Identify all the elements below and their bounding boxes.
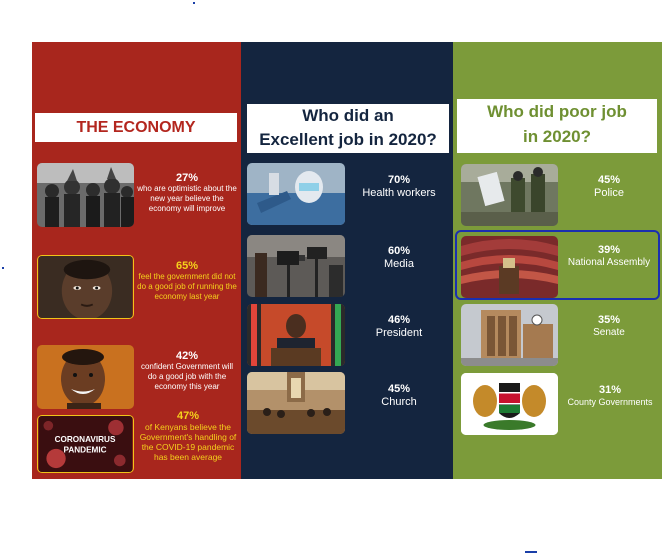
stray-dot-top <box>193 2 195 4</box>
economy-stat-1: 27% who are optimistic about the new yea… <box>137 172 237 213</box>
economy-stat-2: 65% feel the government did not do a goo… <box>137 260 237 301</box>
stray-dash-bottom <box>525 551 537 553</box>
coronavirus-photo: CORONAVIRUS PANDEMIC <box>37 415 134 473</box>
poor-stat-3: 35% Senate <box>593 314 625 338</box>
poor-panel: Who did poor job in 2020? 45% Police 39%… <box>453 42 662 479</box>
poor-stat-1: 45% Police <box>594 174 624 199</box>
child-photo <box>37 255 134 319</box>
poor-stat-2: 39% National Assembly <box>567 244 651 268</box>
economy-stat-4: 47% of Kenyans believe the Government's … <box>139 410 237 462</box>
national-assembly-highlight <box>455 230 660 300</box>
excellent-stat-1: 70% Health workers <box>362 174 436 199</box>
president-photo <box>247 304 345 366</box>
excellent-panel: Who did an Excellent job in 2020? 70% He… <box>241 42 453 479</box>
church-photo <box>247 372 345 434</box>
excellent-stat-4: 45% Church <box>381 383 417 408</box>
stray-dot-left <box>2 267 4 269</box>
excellent-header: Who did an Excellent job in 2020? <box>247 104 449 153</box>
coat-of-arms-photo <box>461 373 558 435</box>
poor-stat-4: 31% County Governments <box>567 384 653 407</box>
economy-panel: THE ECONOMY 27% who are optimistic about… <box>32 42 241 479</box>
health-worker-photo <box>247 163 345 225</box>
parliament-photo <box>461 304 558 366</box>
poor-header: Who did poor job in 2020? <box>457 99 657 153</box>
economy-header: THE ECONOMY <box>35 113 237 142</box>
smiling-man-photo <box>37 345 134 409</box>
crowd-photo <box>37 163 134 227</box>
police-photo <box>461 164 558 226</box>
excellent-stat-2: 60% Media <box>384 245 414 270</box>
media-photo <box>247 235 345 297</box>
pandemic-label: PANDEMIC <box>63 446 106 455</box>
economy-stat-3: 42% confident Government will do a good … <box>140 350 234 391</box>
excellent-stat-3: 46% President <box>375 314 423 339</box>
coronavirus-label: CORONAVIRUS <box>55 435 116 444</box>
assembly-photo <box>461 236 558 298</box>
